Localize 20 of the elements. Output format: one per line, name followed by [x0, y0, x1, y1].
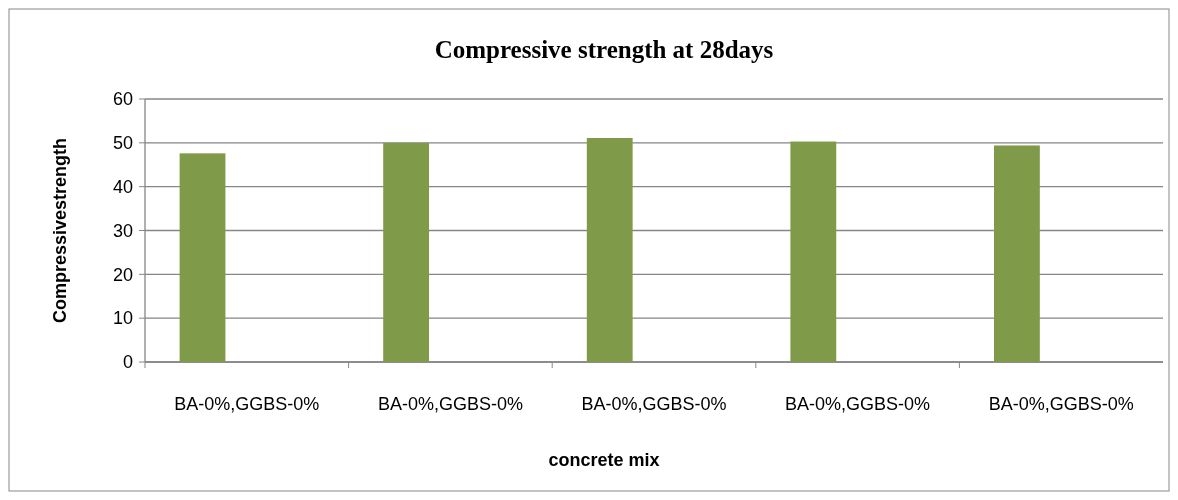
y-tick-label: 20 [112, 264, 133, 285]
bar [994, 145, 1040, 362]
y-tick-label: 60 [112, 89, 133, 110]
y-tick-label: 10 [112, 308, 133, 329]
x-tick-label: BA-0%,GGBS-0% [988, 394, 1134, 414]
x-tick-label: BA-0%,GGBS-0% [785, 394, 931, 414]
x-tick-label: BA-0%,GGBS-0% [581, 394, 727, 414]
y-axis-title: Compressivestrength [50, 137, 70, 324]
y-tick-label: 0 [122, 352, 133, 373]
bar [790, 141, 837, 362]
chart-title: Compressive strength at 28days [434, 36, 774, 63]
x-tick-label: BA-0%,GGBS-0% [174, 394, 320, 414]
y-tick-label: 30 [112, 220, 133, 241]
bar [586, 138, 633, 362]
y-tick-label: 40 [112, 176, 133, 197]
y-tick-label: 50 [112, 133, 133, 154]
bar [383, 142, 430, 362]
bar [179, 153, 226, 362]
x-tick-label: BA-0%,GGBS-0% [377, 394, 523, 414]
x-axis-title: concrete mix [548, 450, 660, 470]
